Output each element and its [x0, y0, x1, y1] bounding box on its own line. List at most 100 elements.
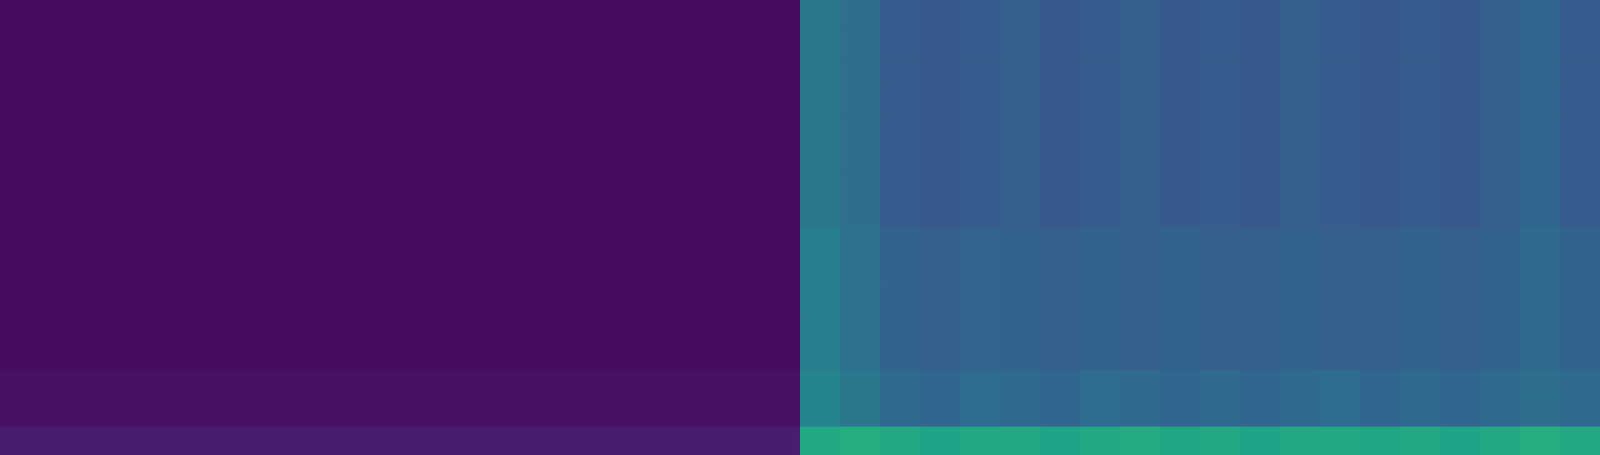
- heatmap-cell: [880, 85, 921, 115]
- heatmap-cell: [1520, 142, 1561, 171]
- heatmap-cell: [400, 113, 441, 143]
- heatmap-cell: [320, 425, 361, 455]
- heatmap-cell: [200, 255, 241, 285]
- heatmap-cell: [1320, 425, 1361, 455]
- heatmap-cell: [1560, 312, 1600, 342]
- heatmap-cell: [320, 284, 361, 314]
- heatmap-cell: [1240, 56, 1281, 86]
- heatmap-cell: [1280, 142, 1321, 171]
- heatmap-cell: [1120, 255, 1161, 285]
- heatmap-cell: [560, 425, 601, 455]
- heatmap-cell: [1280, 56, 1321, 86]
- heatmap-cell: [720, 255, 761, 285]
- heatmap-cell: [480, 170, 521, 199]
- heatmap-cell: [680, 56, 721, 86]
- heatmap-cell: [760, 0, 801, 29]
- heatmap-cell: [1360, 170, 1401, 199]
- heatmap-cell: [320, 198, 361, 228]
- heatmap-cell: [1120, 0, 1161, 29]
- heatmap-cell: [80, 284, 121, 314]
- heatmap-cell: [400, 227, 441, 257]
- heatmap-cell: [120, 56, 161, 86]
- heatmap-cell: [240, 227, 281, 257]
- heatmap-cell: [440, 113, 481, 143]
- heatmap-cell: [1520, 341, 1561, 370]
- heatmap-cell: [600, 227, 641, 257]
- heatmap-cell: [1240, 113, 1281, 143]
- heatmap-cell: [1080, 255, 1121, 285]
- heatmap-cell: [1280, 341, 1321, 370]
- heatmap-cell: [1440, 113, 1481, 143]
- heatmap-cell: [360, 56, 401, 86]
- heatmap-cell: [960, 0, 1001, 29]
- heatmap-cell: [1440, 312, 1481, 342]
- heatmap-cell: [720, 425, 761, 455]
- heatmap-cell: [1080, 0, 1121, 29]
- heatmap-cell: [1080, 85, 1121, 115]
- heatmap-cell: [440, 142, 481, 171]
- heatmap-cell: [0, 56, 41, 86]
- heatmap-cell: [320, 113, 361, 143]
- heatmap-cell: [160, 369, 201, 398]
- heatmap-cell: [240, 255, 281, 285]
- heatmap-cell: [960, 425, 1001, 455]
- heatmap-cell: [1440, 255, 1481, 285]
- heatmap-cell: [480, 312, 521, 342]
- heatmap-cell: [280, 369, 321, 398]
- heatmap-cell: [1480, 0, 1521, 29]
- heatmap-cell: [1560, 28, 1600, 58]
- heatmap-cell: [160, 85, 201, 115]
- heatmap-cell: [1360, 312, 1401, 342]
- heatmap-cell: [560, 227, 601, 257]
- heatmap-cell: [1120, 28, 1161, 58]
- heatmap-cell: [1240, 255, 1281, 285]
- heatmap-cell: [600, 341, 641, 370]
- heatmap-cell: [360, 85, 401, 115]
- heatmap-cell: [200, 85, 241, 115]
- heatmap-cell: [640, 0, 681, 29]
- heatmap-cell: [1040, 284, 1081, 314]
- heatmap-cell: [1480, 170, 1521, 199]
- heatmap-cell: [120, 170, 161, 199]
- heatmap-cell: [1120, 425, 1161, 455]
- heatmap-cell: [360, 312, 401, 342]
- heatmap-cell: [1200, 142, 1241, 171]
- heatmap-cell: [320, 312, 361, 342]
- heatmap-cell: [680, 255, 721, 285]
- heatmap-cell: [720, 85, 761, 115]
- heatmap-cell: [880, 227, 921, 257]
- heatmap-cell: [1000, 170, 1041, 199]
- heatmap-cell: [840, 28, 881, 58]
- heatmap-cell: [1000, 255, 1041, 285]
- heatmap-cell: [1200, 369, 1241, 398]
- heatmap-cell: [1520, 198, 1561, 228]
- heatmap-cell: [1240, 85, 1281, 115]
- heatmap-cell: [40, 85, 81, 115]
- heatmap-cell: [120, 255, 161, 285]
- heatmap-cell: [880, 170, 921, 199]
- heatmap-cell: [600, 198, 641, 228]
- heatmap-cell: [800, 227, 841, 257]
- heatmap-cell: [280, 341, 321, 370]
- heatmap-cell: [1000, 397, 1041, 427]
- heatmap-cell: [680, 284, 721, 314]
- heatmap-cell: [1400, 397, 1441, 427]
- heatmap-cell: [640, 198, 681, 228]
- heatmap-cell: [760, 85, 801, 115]
- heatmap-cell: [1080, 56, 1121, 86]
- heatmap-cell: [1080, 341, 1121, 370]
- heatmap-cell: [520, 0, 561, 29]
- heatmap-cell: [680, 28, 721, 58]
- heatmap-cell: [40, 369, 81, 398]
- heatmap-cell: [600, 28, 641, 58]
- heatmap-cell: [840, 198, 881, 228]
- heatmap-cell: [1560, 341, 1600, 370]
- heatmap-cell: [1360, 369, 1401, 398]
- heatmap-cell: [80, 142, 121, 171]
- heatmap-cell: [40, 341, 81, 370]
- heatmap-cell: [400, 142, 441, 171]
- heatmap-cell: [1360, 0, 1401, 29]
- heatmap-cell: [40, 142, 81, 171]
- heatmap-cell: [1360, 227, 1401, 257]
- heatmap-cell: [680, 312, 721, 342]
